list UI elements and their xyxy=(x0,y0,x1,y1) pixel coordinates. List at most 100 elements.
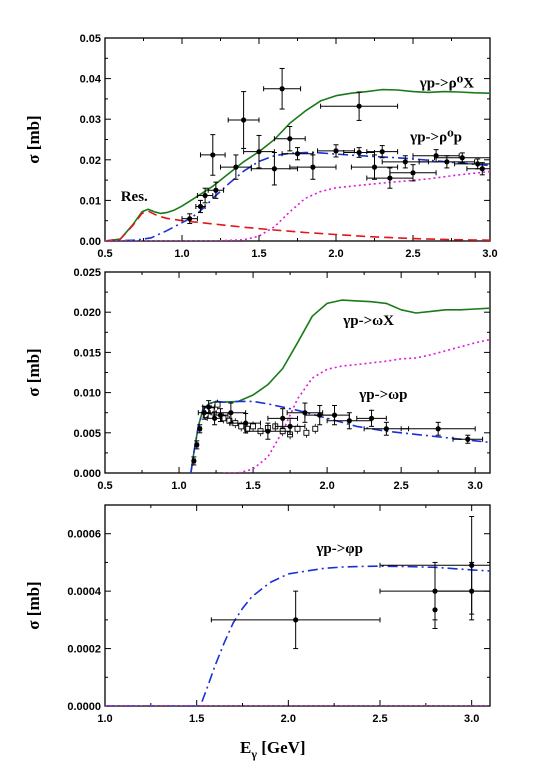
x-tick-label: 1.5 xyxy=(251,248,266,260)
data-point xyxy=(187,216,193,222)
curve-annotation: γp->ρ⁰p xyxy=(409,130,462,146)
theory-curve-dashdot xyxy=(105,151,490,241)
y-tick-label: 0.04 xyxy=(80,74,102,86)
data-point xyxy=(201,410,207,416)
open-data-point xyxy=(250,423,257,430)
y-tick-label: 0.02 xyxy=(80,155,101,167)
y-axis-title: σ [mb] xyxy=(24,115,43,163)
data-point xyxy=(310,164,316,170)
theory-curve-dotted xyxy=(105,170,490,241)
data-point xyxy=(475,161,481,167)
y-tick-label: 0.01 xyxy=(80,195,101,207)
y-tick-label: 0.020 xyxy=(73,307,101,319)
theory-curve-dashdot xyxy=(190,400,490,473)
open-data-point xyxy=(312,425,319,432)
data-point xyxy=(469,588,475,594)
data-point xyxy=(368,415,375,421)
x-tick-label: 3.0 xyxy=(482,248,497,260)
data-point xyxy=(256,149,262,155)
curves xyxy=(190,299,490,473)
theory-curve-solid xyxy=(190,299,490,473)
data-point xyxy=(371,164,378,170)
data-point xyxy=(241,117,247,123)
data-point xyxy=(402,159,408,165)
curve-annotation: γp->φp xyxy=(315,541,363,557)
curves xyxy=(105,67,490,241)
data-point xyxy=(356,149,362,156)
phi-panel: 1.0 1.5 2.0 2.5 3.0 0.0000 0.0002 0.0004 0.0006 σ… xyxy=(24,504,491,725)
x-tick-label: 1.0 xyxy=(171,480,186,492)
data-point xyxy=(271,166,277,172)
x-axis-title-subscript: γ xyxy=(250,747,257,761)
y-tick-label: 0.010 xyxy=(73,388,101,400)
y-axis-title: σ [mb] xyxy=(24,581,43,629)
y-tick-label: 0.0004 xyxy=(67,586,102,598)
curve-annotation: γp->ρ⁰X xyxy=(419,76,474,92)
data-point xyxy=(387,175,393,181)
open-data-point xyxy=(294,425,301,432)
plot-frame xyxy=(104,504,491,707)
data-point xyxy=(346,418,352,424)
data-point xyxy=(356,103,362,109)
x-tick-label: 3.0 xyxy=(468,480,483,492)
x-tick-label: 1.5 xyxy=(189,713,204,725)
y-tick-label: 0.000 xyxy=(73,468,101,480)
y-tick-label: 0.0002 xyxy=(67,644,101,656)
y-tick-label: 0.015 xyxy=(73,347,101,359)
data-point xyxy=(444,159,450,165)
theory-curve-solid xyxy=(105,88,490,241)
x-tick-label: 2.0 xyxy=(281,713,296,725)
data-point xyxy=(197,203,204,210)
x-axis-title-unit: [GeV] xyxy=(257,738,306,757)
data-point xyxy=(279,86,285,92)
data-point xyxy=(435,426,441,432)
data-point xyxy=(333,148,339,154)
data-point xyxy=(280,415,286,421)
data-point xyxy=(410,170,416,176)
y-tick-label: 0.005 xyxy=(73,428,101,440)
open-data-point xyxy=(238,423,245,430)
y-tick-label: 0.0000 xyxy=(67,701,101,713)
data-point xyxy=(287,423,293,429)
data-point xyxy=(202,192,208,199)
curve-annotation: Res. xyxy=(121,189,148,205)
data-point xyxy=(265,428,271,434)
open-data-point xyxy=(226,417,233,424)
data-point xyxy=(228,410,234,416)
data-point xyxy=(331,412,338,418)
data-point xyxy=(206,404,212,410)
x-tick-label: 1.5 xyxy=(245,480,260,492)
y-axis-title: σ [mb] xyxy=(24,348,43,396)
data-point xyxy=(194,442,200,448)
data-point xyxy=(432,607,438,613)
theory-curve-dashdot xyxy=(105,565,490,706)
x-tick-label: 2.0 xyxy=(319,480,334,492)
y-tick-label: 0.00 xyxy=(80,236,101,248)
open-data-point xyxy=(303,429,310,436)
x-tick-label: 3.0 xyxy=(464,713,479,725)
x-tick-label: 1.0 xyxy=(97,713,112,725)
data-point xyxy=(197,426,203,432)
curves xyxy=(105,515,490,706)
data-point xyxy=(383,426,389,432)
curve-annotation: γp->ωX xyxy=(342,313,394,329)
rho-panel: 0.5 1.0 1.5 2.0 2.5 3.0 0.00 0.01 0.02 0.03 0.04 0.… xyxy=(24,33,498,260)
y-tick-label: 0.05 xyxy=(80,33,101,45)
data-point xyxy=(293,617,299,623)
data-point xyxy=(379,149,385,155)
x-tick-label: 2.0 xyxy=(328,248,343,260)
x-tick-label: 1.0 xyxy=(174,248,189,260)
curve-annotation: γp->ωp xyxy=(358,387,407,403)
x-tick-label: 2.5 xyxy=(394,480,409,492)
data-point xyxy=(294,151,301,157)
data-point xyxy=(479,166,485,172)
x-tick-label: 2.5 xyxy=(372,713,387,725)
omega-panel: 0.5 1.0 1.5 2.0 2.5 3.0 0.000 0.005 0.010 0.015 0.… xyxy=(24,267,491,492)
x-tick-label: 0.5 xyxy=(97,248,112,260)
theory-curve-dotted xyxy=(223,338,490,473)
data-point xyxy=(459,155,465,161)
x-tick-label: 2.5 xyxy=(405,248,420,260)
x-axis-title: Eγ [GeV] xyxy=(240,738,306,761)
data-point xyxy=(287,136,293,142)
